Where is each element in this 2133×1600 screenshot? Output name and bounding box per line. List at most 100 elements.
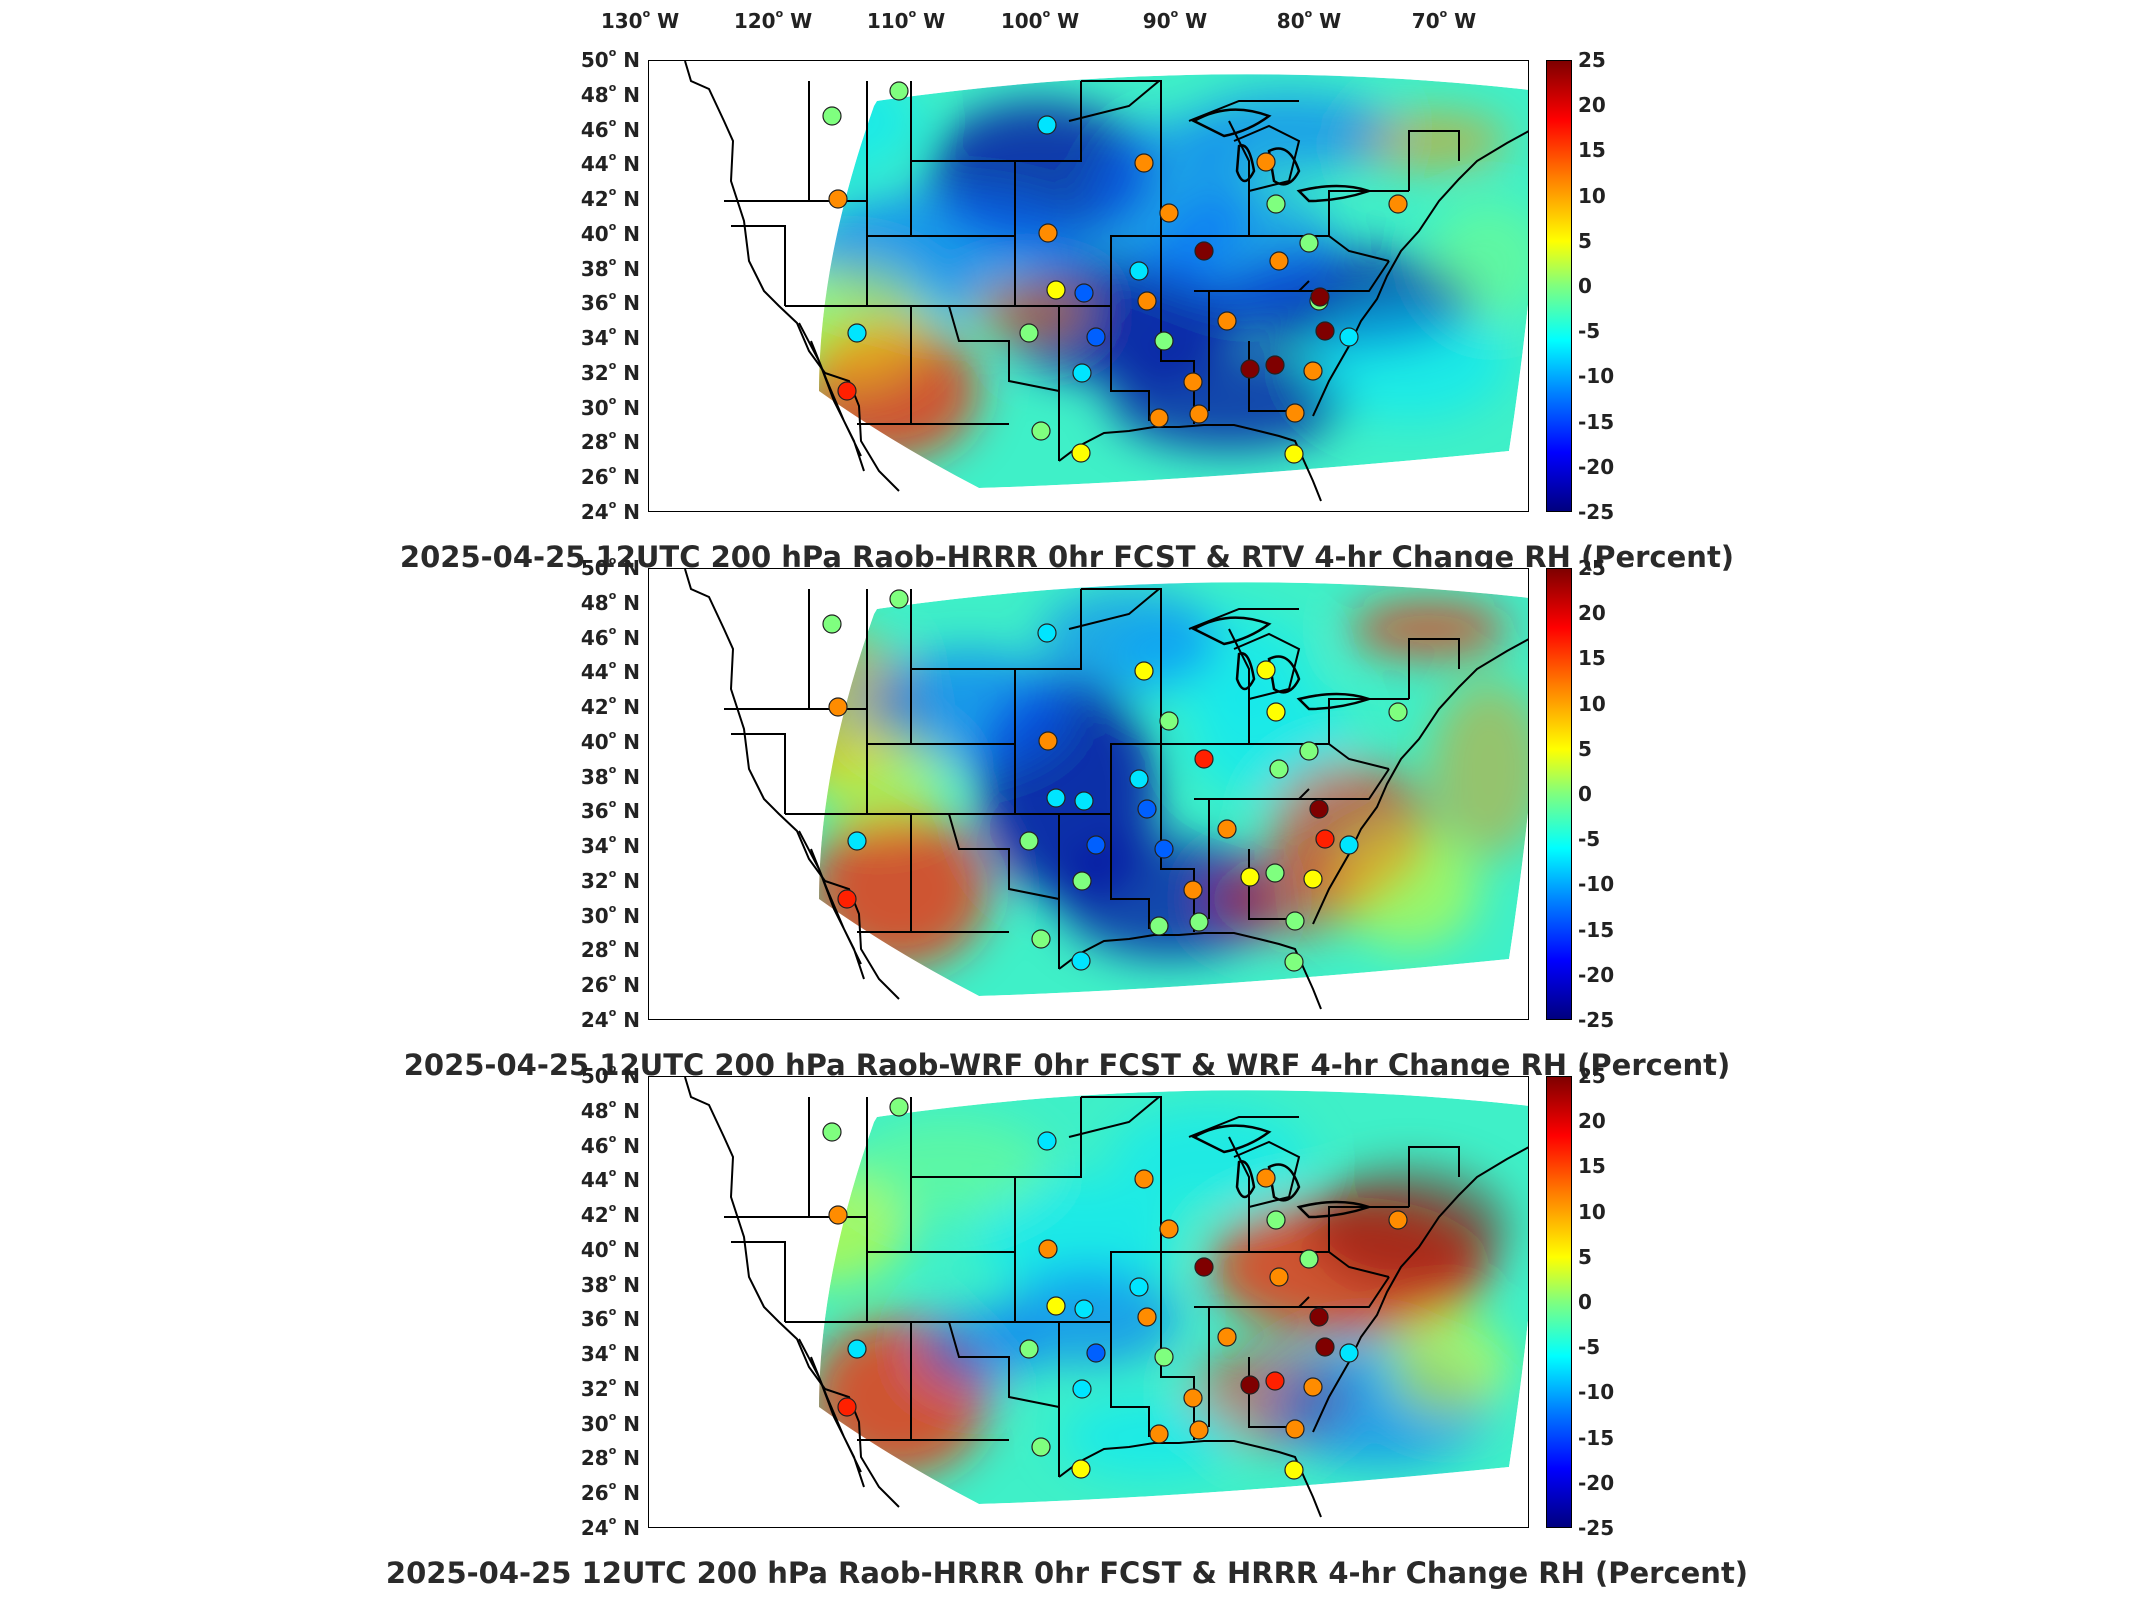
lat-label-26n: 26o N (580, 971, 640, 998)
raob-station-marker (1037, 623, 1057, 643)
lat-label-24n: 24o N (580, 1514, 640, 1540)
raob-stations (822, 589, 1408, 972)
colorbar (1546, 60, 1572, 512)
lat-label-40n: 40o N (580, 727, 640, 754)
colorbar-tick-label: 10 (1578, 1199, 1606, 1224)
raob-station-marker (1299, 233, 1319, 253)
lat-label-36n: 36o N (580, 1305, 640, 1332)
raob-station-marker (1299, 1249, 1319, 1269)
raob-station-marker (1315, 829, 1335, 849)
map-canvas (684, 61, 1528, 502)
lat-label-26n: 26o N (580, 463, 640, 490)
raob-station-marker (1137, 291, 1157, 311)
raob-station-marker (822, 106, 842, 126)
raob-station-marker (1266, 194, 1286, 214)
raob-station-marker (1072, 871, 1092, 891)
raob-station-marker (1266, 702, 1286, 722)
colorbar-tick-label: -15 (1578, 917, 1615, 942)
raob-station-marker (1183, 1388, 1203, 1408)
raob-station-marker (1038, 223, 1058, 243)
lat-label-34n: 34o N (580, 324, 640, 351)
raob-station-marker (1031, 1437, 1051, 1457)
lat-label-36n: 36o N (580, 289, 640, 316)
lat-label-24n: 24o N (580, 498, 640, 524)
raob-station-marker (1086, 1343, 1106, 1363)
raob-station-marker (1072, 363, 1092, 383)
raob-station-marker (1284, 1460, 1304, 1480)
raob-station-marker (1339, 327, 1359, 347)
lat-label-38n: 38o N (580, 1270, 640, 1297)
raob-station-marker (1217, 1327, 1237, 1347)
colorbar-tick-label: 15 (1578, 1154, 1606, 1179)
raob-station-marker (1269, 1267, 1289, 1287)
lat-label-50n: 50o N (580, 46, 640, 72)
longitude-axis: 130o W 120o W 110o W 100o W 90o W 80o W … (0, 0, 2133, 50)
colorbar-tick-label: 0 (1578, 1290, 1592, 1314)
raob-station-marker (837, 1397, 857, 1417)
raob-stations (822, 81, 1408, 464)
raob-station-marker (1189, 1420, 1209, 1440)
colorbar-tick-label: -10 (1578, 364, 1615, 389)
raob-station-marker (1217, 311, 1237, 331)
colorbar-tick-label: 20 (1578, 601, 1606, 626)
raob-station-marker (1037, 115, 1057, 135)
raob-station-marker (1189, 404, 1209, 424)
raob-station-marker (1149, 408, 1169, 428)
raob-station-marker (837, 381, 857, 401)
raob-station-marker (1134, 153, 1154, 173)
map-canvas (684, 1077, 1528, 1518)
colorbar-tick-label: 25 (1578, 1064, 1606, 1088)
field-anomaly (1429, 679, 1528, 859)
raob-station-marker (828, 189, 848, 209)
raob-station-marker (1240, 359, 1260, 379)
colorbar-tick-label: 25 (1578, 556, 1606, 580)
colorbar-tick-label: 10 (1578, 183, 1606, 208)
panel-title: 2025-04-25 12UTC 200 hPa Raob-HRRR 0hr F… (385, 1556, 1749, 1590)
raob-station-marker (1265, 1371, 1285, 1391)
raob-station-marker (1303, 361, 1323, 381)
rh-change-field (819, 74, 1528, 488)
latitude-axis: 50o N 48o N 46o N 44o N 42o N 40o N 38o N 36o N… (560, 554, 640, 1032)
raob-station-marker (1159, 1219, 1179, 1239)
rh-map (648, 1076, 1529, 1528)
raob-station-marker (1240, 1375, 1260, 1395)
raob-station-marker (1183, 372, 1203, 392)
colorbar-tick-label: -5 (1578, 827, 1601, 852)
colorbar-tick-label: -15 (1578, 1425, 1615, 1450)
lon-label-100w: 100o W (1000, 7, 1080, 33)
raob-station-marker (1309, 1307, 1329, 1327)
lat-label-30n: 30o N (580, 901, 640, 928)
raob-station-marker (1072, 1379, 1092, 1399)
colorbar (1546, 568, 1572, 1020)
raob-station-marker (1137, 799, 1157, 819)
lat-label-50n: 50o N (580, 554, 640, 580)
raob-station-marker (1086, 835, 1106, 855)
lat-label-44n: 44o N (580, 1166, 640, 1193)
raob-station-marker (1038, 731, 1058, 751)
lon-label-80w: 80o W (1276, 7, 1342, 33)
field-anomaly (1309, 301, 1509, 421)
raob-station-marker (1046, 280, 1066, 300)
raob-station-marker (822, 614, 842, 634)
raob-station-marker (1256, 660, 1276, 680)
raob-station-marker (1309, 799, 1329, 819)
raob-station-marker (1071, 951, 1091, 971)
lon-label-120w: 120o W (733, 7, 813, 33)
lat-label-34n: 34o N (580, 1340, 640, 1367)
raob-station-marker (1265, 355, 1285, 375)
colorbar-tick-label: 20 (1578, 1109, 1606, 1134)
raob-station-marker (1388, 1210, 1408, 1230)
lat-label-46n: 46o N (580, 115, 640, 142)
raob-stations (822, 1097, 1408, 1480)
colorbar-tick-label: -20 (1578, 454, 1615, 479)
raob-station-marker (1194, 749, 1214, 769)
colorbar-tick-label: 20 (1578, 93, 1606, 118)
raob-station-marker (1154, 839, 1174, 859)
raob-station-marker (1019, 831, 1039, 851)
lat-label-30n: 30o N (580, 393, 640, 420)
lat-label-24n: 24o N (580, 1006, 640, 1032)
raob-station-marker (1303, 869, 1323, 889)
raob-station-marker (1129, 769, 1149, 789)
lat-label-50n: 50o N (580, 1062, 640, 1088)
